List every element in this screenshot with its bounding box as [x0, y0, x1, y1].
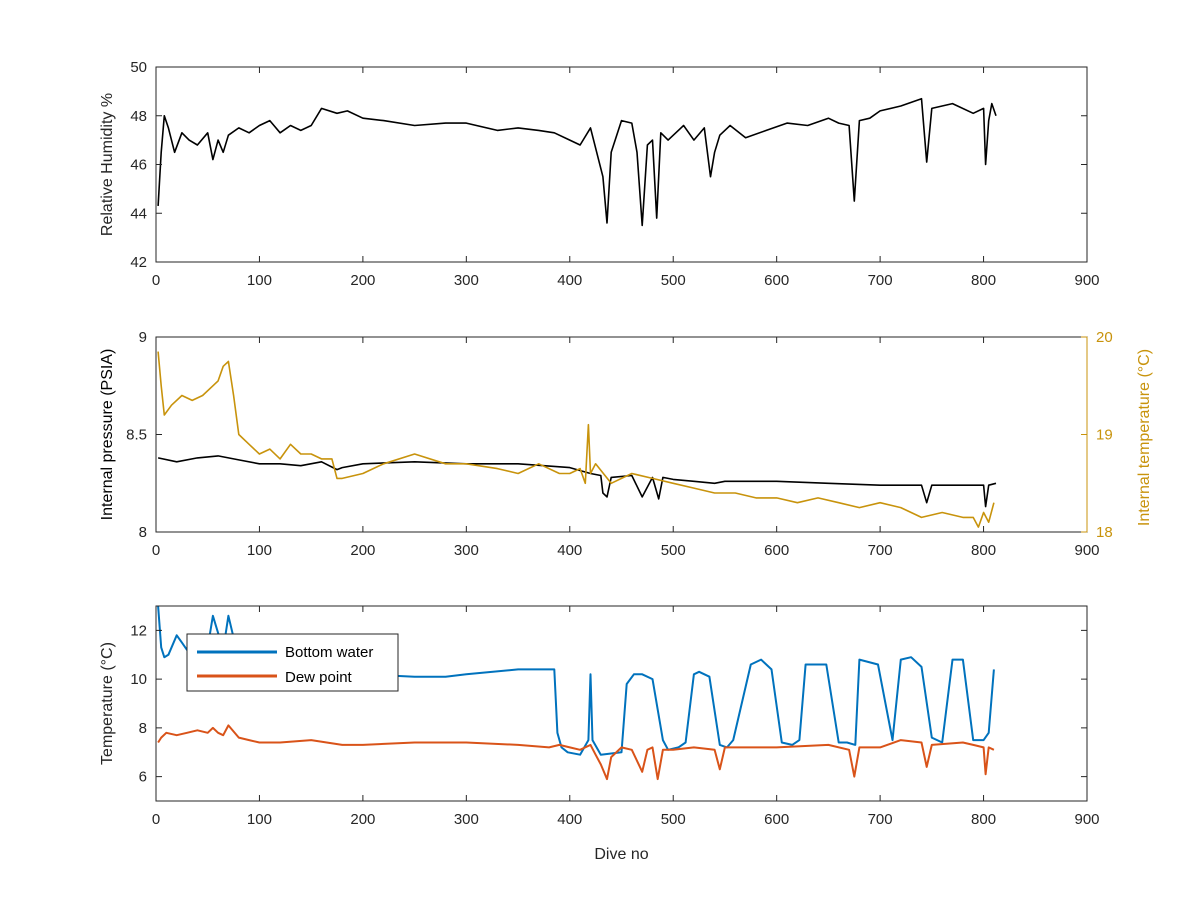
x-tick-label: 400	[557, 272, 582, 289]
dive-no-x-axis-label: Dive no	[594, 846, 648, 863]
x-tick-label: 300	[454, 811, 479, 828]
series-line-1-0	[157, 455, 997, 508]
pressure-series-layer	[157, 351, 997, 528]
x-tick-label: 500	[661, 811, 686, 828]
y-tick-label: 8	[139, 524, 147, 541]
x-tick-label: 200	[350, 272, 375, 289]
series-line-0-0	[157, 97, 997, 227]
x-tick-label: 700	[868, 272, 893, 289]
pressure-ticks: 0 100 200 300 400 500 600 700 800 900 8 8.5 9 18 19 20	[126, 329, 1113, 559]
humidity-panel: 0 100 200 300 400 500 600 700 800 900 42 44 46 48 50 R…	[99, 59, 1100, 289]
legend-label-dew-point: Dew point	[285, 669, 353, 686]
y-tick-label: 10	[130, 671, 147, 688]
legend-label-bottom-water: Bottom water	[285, 644, 373, 661]
series-line-2-1	[157, 724, 995, 781]
x-tick-label: 100	[247, 811, 272, 828]
x-tick-label: 300	[454, 272, 479, 289]
x-tick-label: 500	[661, 542, 686, 559]
y-tick-label: 12	[130, 622, 147, 639]
y2-tick-label: 18	[1096, 524, 1113, 541]
y-tick-label: 48	[130, 108, 147, 125]
x-tick-label: 800	[971, 272, 996, 289]
x-tick-label: 700	[868, 811, 893, 828]
x-tick-label: 600	[764, 272, 789, 289]
x-tick-label: 0	[152, 542, 160, 559]
x-tick-label: 800	[971, 811, 996, 828]
pressure-y-axis-label: Internal pressure (PSIA)	[99, 349, 116, 521]
humidity-ticks: 0 100 200 300 400 500 600 700 800 900 42 44 46 48 50	[130, 59, 1099, 289]
y2-tick-label: 20	[1096, 329, 1113, 346]
legend-box	[186, 633, 399, 692]
y-tick-label: 42	[130, 254, 147, 271]
temperature-panel: 0 100 200 300 400 500 600 700 800 900 6 8 10 12 Tempe…	[99, 605, 1100, 863]
x-tick-label: 700	[868, 542, 893, 559]
x-tick-label: 400	[557, 811, 582, 828]
x-tick-label: 600	[764, 811, 789, 828]
temperature-y-axis-label: Temperature (°C)	[99, 642, 116, 765]
x-tick-label: 200	[350, 542, 375, 559]
x-tick-label: 200	[350, 811, 375, 828]
temperature-axes-frame	[155, 605, 1088, 802]
x-tick-label: 600	[764, 542, 789, 559]
internal-temperature-y2-axis-label: Internal temperature (°C)	[1136, 349, 1153, 526]
x-tick-label: 100	[247, 272, 272, 289]
pressure-temperature-panel: 0 100 200 300 400 500 600 700 800 90088.59181920 …	[99, 329, 1153, 559]
x-tick-label: 800	[971, 542, 996, 559]
x-tick-label: 400	[557, 542, 582, 559]
y-tick-label: 50	[130, 59, 147, 76]
x-tick-label: 900	[1074, 272, 1099, 289]
x-tick-label: 0	[152, 811, 160, 828]
series-line-1-1	[157, 351, 995, 528]
x-tick-label: 900	[1074, 811, 1099, 828]
y-tick-label: 6	[139, 769, 147, 786]
y-tick-label: 9	[139, 329, 147, 346]
y-tick-label: 8	[139, 720, 147, 737]
y-tick-label: 8.5	[126, 427, 147, 444]
y-tick-label: 46	[130, 157, 147, 174]
x-tick-label: 300	[454, 542, 479, 559]
humidity-y-axis-label: Relative Humidity %	[99, 93, 116, 236]
humidity-series-layer	[157, 97, 997, 227]
x-tick-label: 0	[152, 272, 160, 289]
x-tick-label: 900	[1074, 542, 1099, 559]
temperature-ticks: 0 100 200 300 400 500 600 700 800 900 6 8 10 12	[130, 606, 1100, 828]
x-tick-label: 500	[661, 272, 686, 289]
y2-tick-label: 19	[1096, 427, 1113, 444]
x-tick-label: 100	[247, 542, 272, 559]
legend: Bottom water Dew point	[186, 633, 399, 692]
y-tick-label: 44	[130, 205, 147, 222]
